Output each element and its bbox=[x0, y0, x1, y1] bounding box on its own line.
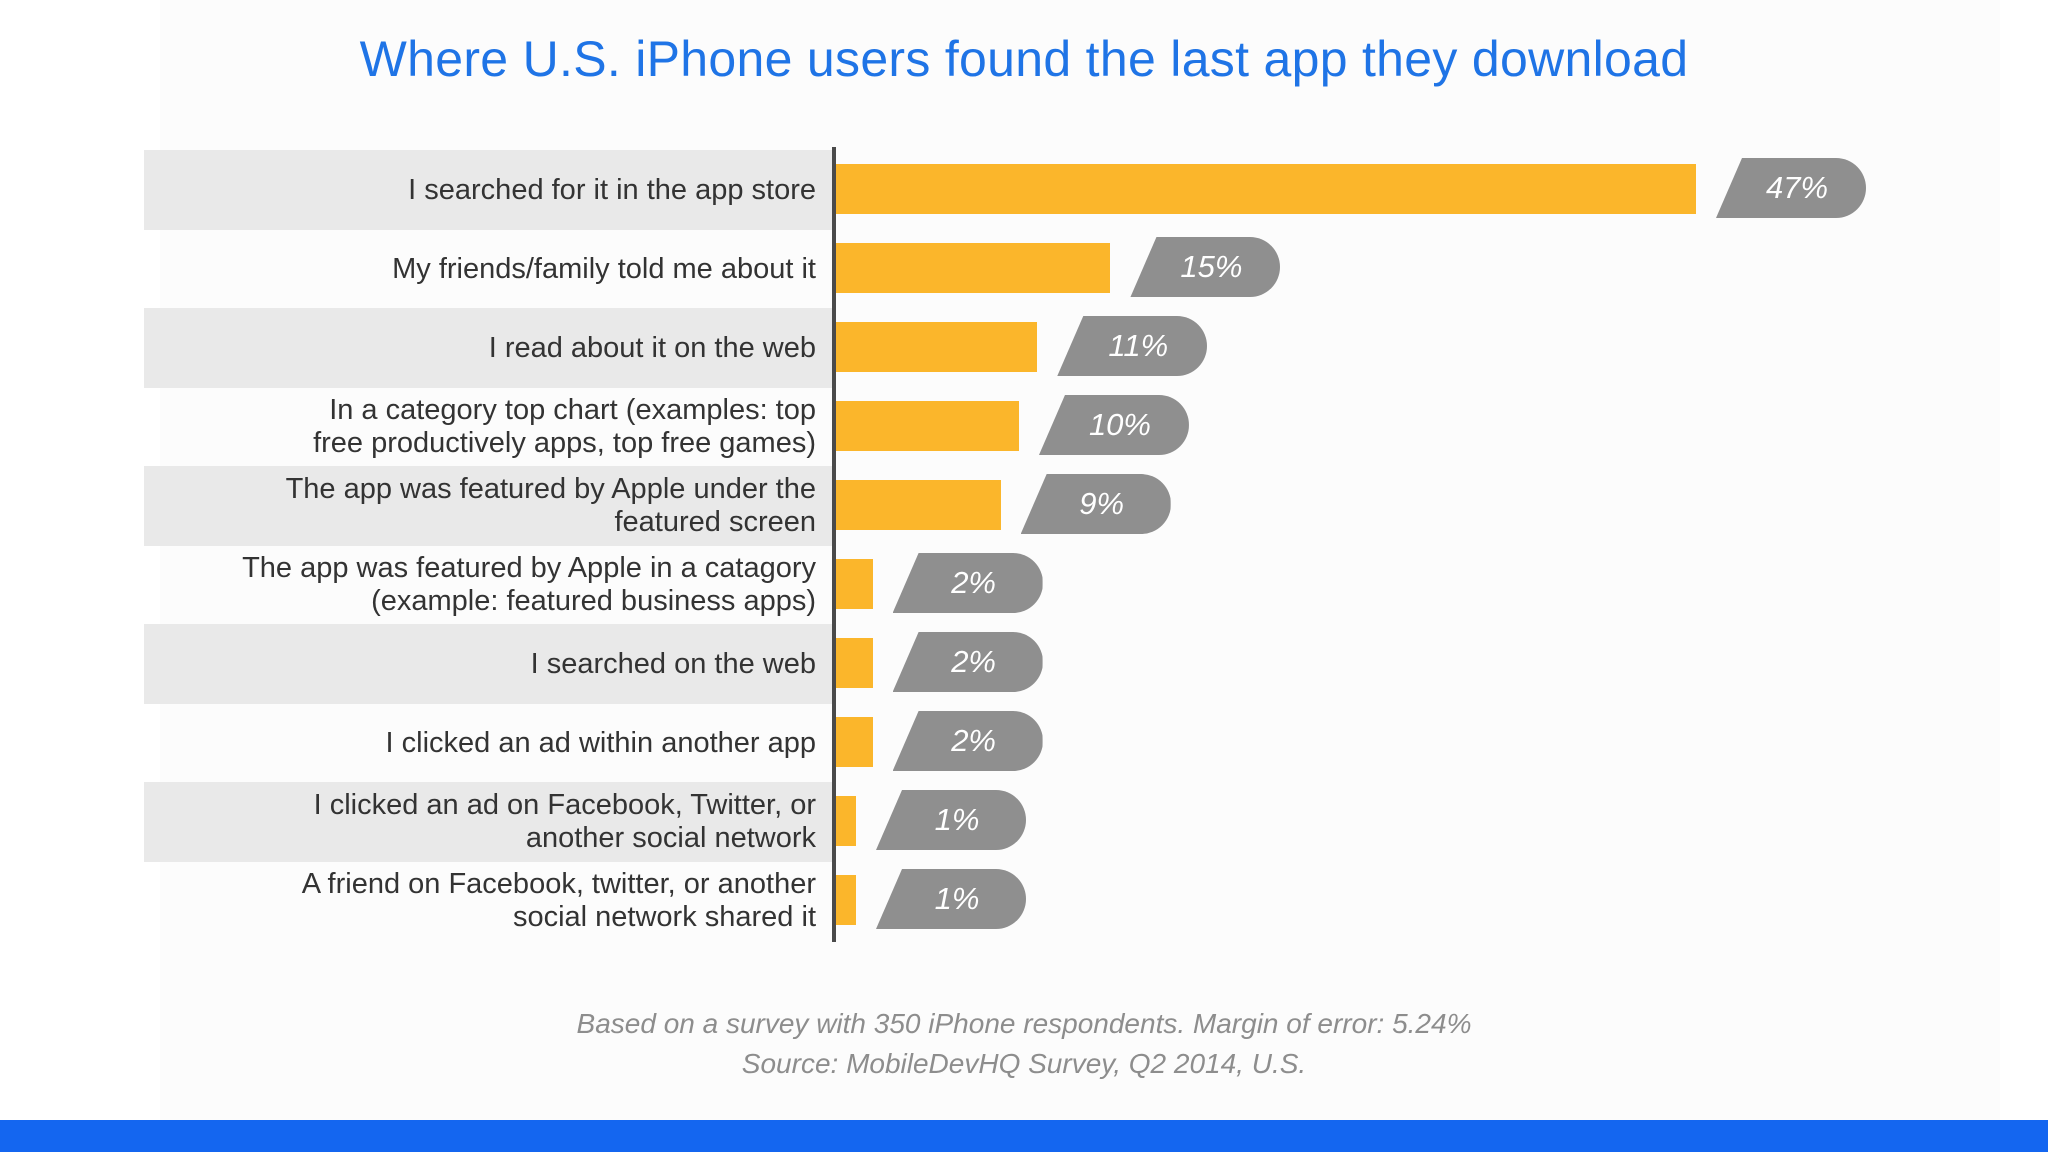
bar bbox=[836, 164, 1696, 214]
value-label: 2% bbox=[892, 553, 1043, 613]
bar bbox=[836, 638, 873, 688]
row-band bbox=[144, 308, 834, 388]
row-band bbox=[144, 782, 834, 862]
category-label: I searched for it in the app store bbox=[408, 173, 816, 206]
bar bbox=[836, 559, 873, 609]
row-band bbox=[144, 466, 834, 546]
category-label: I read about it on the web bbox=[488, 331, 816, 364]
bar bbox=[836, 717, 873, 767]
row-band bbox=[144, 624, 834, 704]
value-label: 11% bbox=[1057, 316, 1208, 376]
bar bbox=[836, 322, 1038, 372]
y-axis-line bbox=[832, 147, 836, 942]
value-label: 1% bbox=[876, 869, 1026, 929]
accent-bar bbox=[0, 1120, 2048, 1152]
value-label: 15% bbox=[1130, 237, 1281, 297]
bar bbox=[836, 480, 1001, 530]
value-label: 1% bbox=[876, 790, 1026, 850]
row-band bbox=[144, 150, 834, 230]
category-label: I clicked an ad on Facebook, Twitter, or… bbox=[313, 789, 816, 854]
survey-note: Based on a survey with 350 iPhone respon… bbox=[576, 1008, 1472, 1039]
bar bbox=[836, 875, 856, 925]
category-label: The app was featured by Apple in a catag… bbox=[242, 552, 816, 617]
bar bbox=[836, 796, 856, 846]
category-label: I clicked an ad within another app bbox=[385, 726, 816, 759]
bar bbox=[836, 401, 1019, 451]
category-label: I searched on the web bbox=[530, 647, 816, 680]
category-label: My friends/family told me about it bbox=[392, 252, 816, 285]
value-label: 2% bbox=[892, 711, 1043, 771]
category-label: A friend on Facebook, twitter, or anothe… bbox=[301, 868, 816, 933]
value-label: 47% bbox=[1716, 158, 1866, 218]
value-label: 2% bbox=[892, 632, 1043, 692]
source-note: Source: MobileDevHQ Survey, Q2 2014, U.S… bbox=[741, 1048, 1307, 1079]
value-label: 10% bbox=[1038, 395, 1189, 455]
bar bbox=[836, 243, 1111, 293]
category-label: In a category top chart (examples: top f… bbox=[313, 394, 816, 459]
category-label: The app was featured by Apple under the … bbox=[285, 473, 816, 538]
value-label: 9% bbox=[1020, 474, 1171, 534]
chart-title: Where U.S. iPhone users found the last a… bbox=[359, 31, 1689, 87]
